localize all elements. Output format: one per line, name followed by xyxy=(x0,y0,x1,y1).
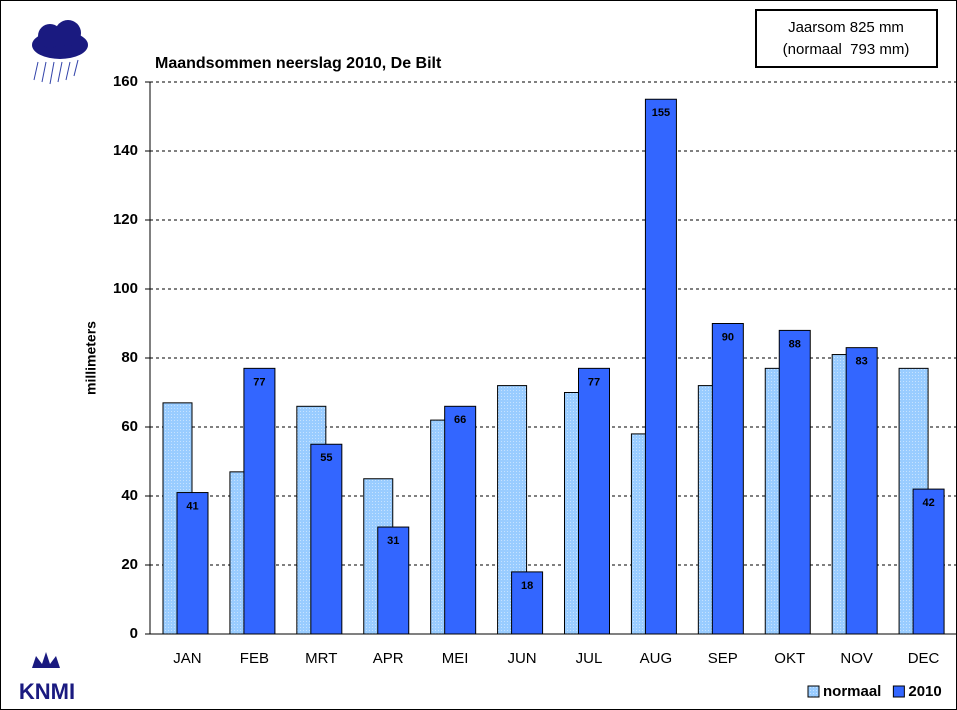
bar xyxy=(644,98,677,635)
data-label: 66 xyxy=(454,414,466,426)
bar xyxy=(243,367,276,635)
x-tick-label: MEI xyxy=(442,650,469,667)
data-label: 155 xyxy=(652,107,670,119)
data-label: 18 xyxy=(521,580,533,592)
x-tick-label: OKT xyxy=(774,650,805,667)
x-tick-label: SEP xyxy=(708,650,738,667)
bar xyxy=(511,571,544,635)
y-tick-label: 100 xyxy=(113,280,138,297)
x-tick-label: MRT xyxy=(305,650,337,667)
chart-title: Maandsommen neerslag 2010, De Bilt xyxy=(155,55,442,72)
bar xyxy=(310,443,343,635)
data-label: 55 xyxy=(320,452,332,464)
annotation: (normaal 793 mm) xyxy=(783,41,910,58)
y-tick-label: 140 xyxy=(113,142,138,159)
data-label: 77 xyxy=(253,376,265,388)
annotation-box xyxy=(755,9,938,68)
bar xyxy=(176,492,209,635)
y-tick-label: 40 xyxy=(121,487,138,504)
legend-swatch xyxy=(892,685,905,698)
bar xyxy=(444,405,477,635)
x-tick-label: FEB xyxy=(240,650,269,667)
data-label: 83 xyxy=(856,356,868,368)
data-label: 88 xyxy=(789,338,801,350)
legend-label: 2010 xyxy=(908,683,941,700)
x-tick-label: JAN xyxy=(173,650,201,667)
x-tick-label: JUN xyxy=(507,650,536,667)
knmi-crown xyxy=(32,652,60,668)
y-tick-label: 20 xyxy=(121,556,138,573)
data-label: 31 xyxy=(387,535,399,547)
data-label: 41 xyxy=(186,500,198,512)
x-tick-label: DEC xyxy=(908,650,940,667)
bar xyxy=(377,526,410,635)
y-tick-label: 60 xyxy=(121,418,138,435)
data-label: 42 xyxy=(922,497,934,509)
bar xyxy=(578,367,610,635)
y-axis-label: millimeters xyxy=(83,321,99,395)
y-tick-label: 120 xyxy=(113,211,138,228)
logo: KNMI xyxy=(19,679,75,704)
bar xyxy=(845,347,878,635)
bar xyxy=(711,323,744,635)
x-tick-label: AUG xyxy=(640,650,673,667)
legend-swatch xyxy=(807,685,820,698)
rain-icon xyxy=(32,20,88,85)
legend-label: normaal xyxy=(823,683,881,700)
annotation: Jaarsom 825 mm xyxy=(788,19,904,36)
x-tick-label: APR xyxy=(373,650,404,667)
x-tick-label: NOV xyxy=(840,650,873,667)
y-tick-label: 80 xyxy=(121,349,138,366)
y-tick-label: 0 xyxy=(130,625,138,642)
y-tick-label: 160 xyxy=(113,73,138,90)
bar xyxy=(778,329,811,635)
bar xyxy=(912,488,945,635)
data-label: 77 xyxy=(588,376,600,388)
data-label: 90 xyxy=(722,331,734,343)
x-tick-label: JUL xyxy=(576,650,603,667)
